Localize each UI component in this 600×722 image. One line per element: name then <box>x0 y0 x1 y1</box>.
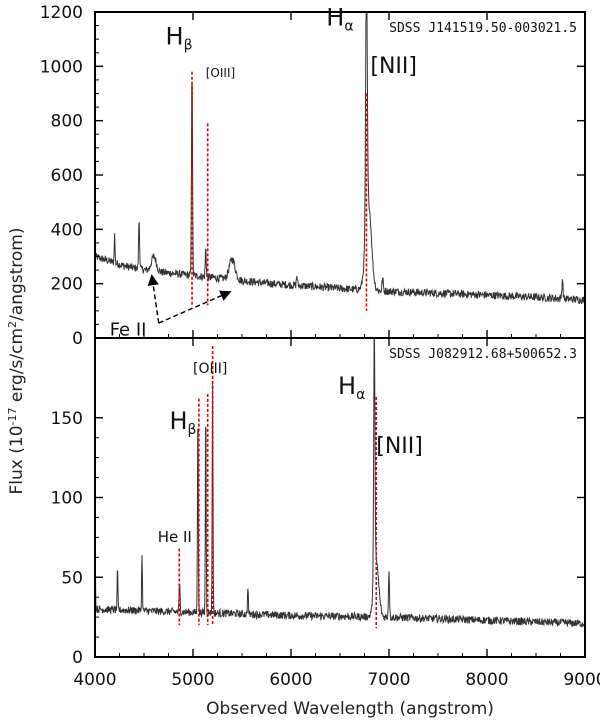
y-tick-label-top-6: 1200 <box>40 3 83 23</box>
line-label-top-1: [OIII] <box>206 66 235 80</box>
line-label-bottom-3: Hα <box>338 372 365 403</box>
marker-layer <box>178 71 378 629</box>
y-tick-label-bottom-1: 50 <box>61 568 83 588</box>
tick-layer: 0 200 400 600 800 1000 1200 0 50 100 150 4000 5000 60… <box>40 3 600 690</box>
x-axis-title: Observed Wavelength (angstrom) <box>206 699 494 719</box>
line-label-top-3: [NII] <box>370 54 417 79</box>
y-tick-label-top-1: 200 <box>51 275 83 295</box>
object-name-top: SDSS J141519.50-003021.5 <box>389 21 577 36</box>
y-tick-label-top-4: 800 <box>51 112 83 132</box>
x-tick-label-5: 9000 <box>563 670 600 690</box>
line-label-bottom-1: Hβ <box>169 407 196 438</box>
line-label-top-4: Fe II <box>110 319 147 340</box>
spectra-layer <box>94 11 586 628</box>
line-label-bottom-0: He II <box>158 528 192 546</box>
fe-arrow-0 <box>147 274 160 324</box>
annotation-layer: Hβ [OIII] Hα [NII] Fe II SDSS J141519.50-0030… <box>110 4 577 547</box>
spectrum-line-bottom <box>94 337 586 628</box>
x-tick-label-2: 6000 <box>269 670 312 690</box>
object-name-bottom: SDSS J082912.68+500652.3 <box>389 347 577 362</box>
y-tick-label-top-3: 600 <box>51 166 83 186</box>
x-tick-label-4: 8000 <box>465 670 508 690</box>
spectrum-line-top <box>94 11 586 305</box>
y-tick-label-top-2: 400 <box>51 220 83 240</box>
y-axis-title: Flux (10-17 erg/s/cm2/angstrom) <box>6 227 28 494</box>
line-label-bottom-4: [NII] <box>376 434 423 459</box>
x-tick-label-1: 5000 <box>171 670 214 690</box>
x-tick-label-3: 7000 <box>367 670 410 690</box>
line-label-top-2: Hα <box>326 4 353 35</box>
y-tick-label-bottom-3: 150 <box>51 409 83 429</box>
y-tick-label-top-5: 1000 <box>40 57 83 77</box>
line-label-top-0: Hβ <box>166 23 193 54</box>
y-tick-label-bottom-2: 100 <box>51 489 83 509</box>
y-tick-label-bottom-0: 0 <box>72 648 83 668</box>
line-label-bottom-2: [OIII] <box>193 361 227 377</box>
fe-arrow-1 <box>158 290 232 324</box>
x-tick-label-0: 4000 <box>73 670 116 690</box>
y-tick-label-top-0: 0 <box>72 329 83 349</box>
